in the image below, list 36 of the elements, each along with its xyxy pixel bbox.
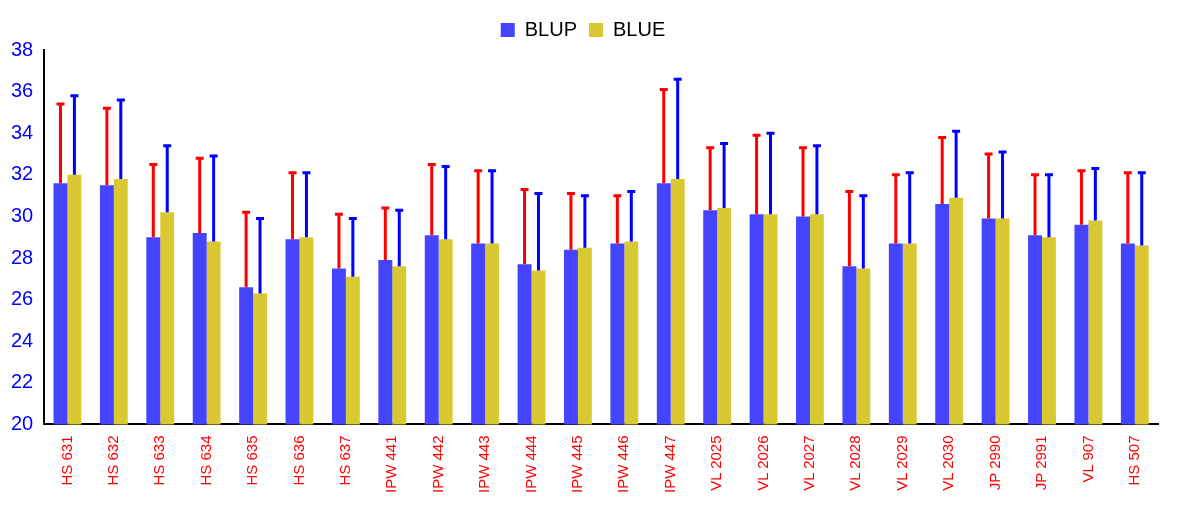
y-tick-label: 36	[11, 79, 34, 102]
x-tick-label: HS 631	[57, 435, 75, 486]
x-tick-label: HS 507	[1124, 435, 1142, 486]
x-tick-label: VL 2028	[846, 435, 864, 491]
y-tick-label: 26	[11, 287, 34, 310]
x-tick-label: IPW 441	[382, 435, 400, 494]
x-tick-label: JP 2991	[1032, 435, 1050, 491]
x-tick-label: IPW 445	[568, 435, 586, 494]
x-tick-label: VL 2027	[800, 435, 818, 491]
y-tick-label: 20	[11, 411, 34, 434]
x-tick-label: IPW 442	[428, 435, 446, 494]
x-tick-label: HS 635	[243, 435, 261, 486]
x-tick-label: HS 633	[150, 435, 168, 486]
y-tick-label: 38	[11, 37, 34, 60]
x-tick-label: VL 2025	[707, 435, 725, 491]
x-tick-label: VL 907	[1078, 435, 1096, 483]
x-tick-label: JP 2990	[985, 435, 1003, 491]
y-tick-label: 34	[11, 120, 34, 143]
y-tick-label: 28	[11, 245, 34, 268]
x-tick-label: HS 634	[196, 435, 214, 486]
y-tick-label: 22	[11, 370, 34, 393]
x-tick-label: VL 2026	[753, 435, 771, 491]
y-tick-label: 24	[11, 328, 34, 351]
x-tick-label: HS 636	[289, 435, 307, 486]
x-tick-label: VL 2029	[892, 435, 910, 491]
y-tick-label: 30	[11, 203, 34, 226]
x-tick-label: HS 632	[104, 435, 121, 486]
y-tick-label: 32	[11, 162, 34, 185]
x-tick-label: IPW 446	[614, 435, 632, 494]
x-tick-label: IPW 447	[660, 435, 678, 494]
x-tick-label: IPW 443	[475, 435, 493, 494]
legend-label: BLUE	[613, 17, 666, 40]
x-tick-label: VL 2030	[939, 435, 957, 491]
x-tick-label: HS 637	[336, 435, 354, 486]
x-tick-label: IPW 444	[521, 435, 539, 494]
legend-label: BLUP	[524, 17, 577, 40]
